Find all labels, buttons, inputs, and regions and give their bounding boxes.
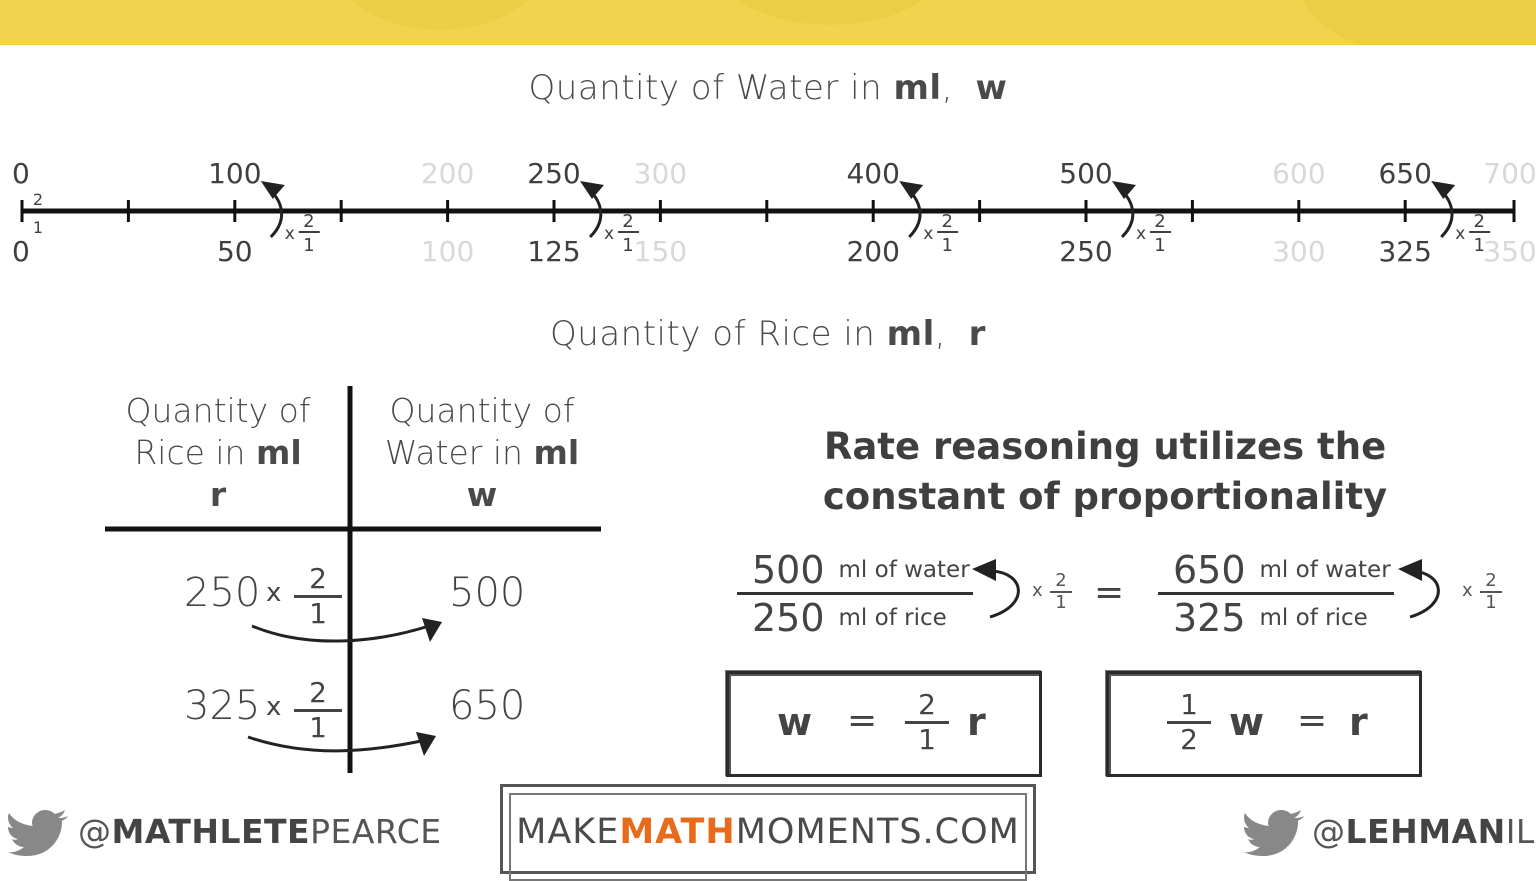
top-tick-label: 200 [421,157,474,190]
multiplier-denominator: 1 [303,235,314,256]
table-rice-value: 250 [184,570,261,616]
table-header-water: Quantity of Water in ml w [384,391,580,514]
equation-variable: r [1349,700,1368,744]
equation-variable: r [967,700,986,744]
equals-sign: = [1297,700,1328,741]
rice-axis-title: Quantity of Rice in ml, r [550,314,986,354]
brand-logo-text[interactable]: MAKEMATHMOMENTS.COM [516,812,1020,852]
fraction-bar [1158,592,1394,595]
multiply-sign: x [1462,580,1473,601]
banner-decoration [330,0,550,30]
ratio-table-lines [105,386,601,773]
twitter-bird-icon [1244,810,1304,856]
multiplier-numerator: 2 [1473,211,1484,232]
multiplier-numerator: 2 [941,211,952,232]
bottom-tick-label: 100 [421,235,474,265]
top-tick-label: 600 [1272,157,1325,190]
multiplier-denominator: 1 [941,235,952,256]
origin-multiplier-numerator: 2 [33,190,43,209]
headline: Rate reasoning utilizes the constant of … [822,425,1388,518]
bottom-tick-label: 250 [1059,235,1112,265]
multiplier-x: x [604,224,614,244]
row2-arrow [247,735,427,753]
table-rice-value: 325 [184,683,261,729]
multiplier-x: x [285,224,295,244]
right-twitter-handle[interactable]: @LEHMANILER [1312,812,1536,851]
multiplier-arrowhead [580,181,604,199]
multiplier-numerator: 2 [1154,211,1165,232]
double-number-line: 0 100 200 250 300 400 500 600 650 700 0 50 100 125 150… [12,157,1536,265]
top-tick-label: 100 [208,157,261,190]
multiply-sign: x [266,692,282,722]
left-twitter-handle[interactable]: @MATHLETEPEARCE [78,812,442,851]
top-tick-label: 700 [1483,157,1536,190]
equation-variable: w [1229,700,1265,744]
equals-sign: = [1094,572,1125,613]
twitter-bird-icon [8,810,68,856]
table-water-value: 650 [449,683,526,729]
top-tick-label: 400 [846,157,899,190]
fraction-bar [737,592,973,595]
row1-arrowhead [422,618,442,642]
top-tick-label: 0 [12,157,30,190]
multiply-sign: x [1032,580,1043,601]
multiplier-x: x [1136,224,1146,244]
ratio2-arrowhead [1398,559,1422,581]
bottom-tick-label: 0 [12,235,30,265]
equation-variable: w [777,700,813,744]
bottom-tick-label: 50 [217,235,253,265]
top-tick-label: 250 [527,157,580,190]
multiplier-arrowhead [260,181,285,199]
water-axis-title: Quantity of Water in ml, w [528,68,1008,108]
row1-arrow [251,623,433,643]
bottom-tick-label: 325 [1378,235,1431,265]
ratio1-arrow [989,569,1020,619]
ratio1-arrowhead [972,559,996,581]
bottom-tick-label: 125 [527,235,580,265]
multiplier-denominator: 1 [1473,235,1484,256]
multiply-sign: x [266,578,282,608]
table-water-value: 500 [449,570,526,616]
bottom-tick-label: 300 [1272,235,1325,265]
table-header-rice: Quantity of Rice in ml r [125,391,311,514]
multiplier-denominator: 1 [622,235,633,256]
top-tick-label: 650 [1378,157,1431,190]
multiplier-arrowhead [899,181,924,199]
multiplier-numerator: 2 [622,211,633,232]
banner-decoration [1300,0,1536,45]
bottom-tick-label: 150 [634,235,687,265]
top-tick-label: 500 [1059,157,1112,190]
ratio2-arrow [1409,569,1440,619]
multiplier-denominator: 1 [1154,235,1165,256]
bottom-tick-label: 350 [1483,235,1536,265]
multiplier-arrowhead [1431,181,1456,199]
top-banner [0,0,1536,45]
top-tick-label: 300 [634,157,687,190]
multiplier-numerator: 2 [303,211,314,232]
multiplier-x: x [1455,224,1465,244]
origin-multiplier-denominator: 1 [33,218,43,237]
equals-sign: = [847,700,878,741]
row2-arrowhead [416,732,436,756]
banner-decoration [700,0,960,25]
bottom-tick-label: 200 [846,235,899,265]
ratio-arrows [972,559,1440,619]
multiplier-x: x [923,224,933,244]
multiplier-arrowhead [1112,181,1136,199]
